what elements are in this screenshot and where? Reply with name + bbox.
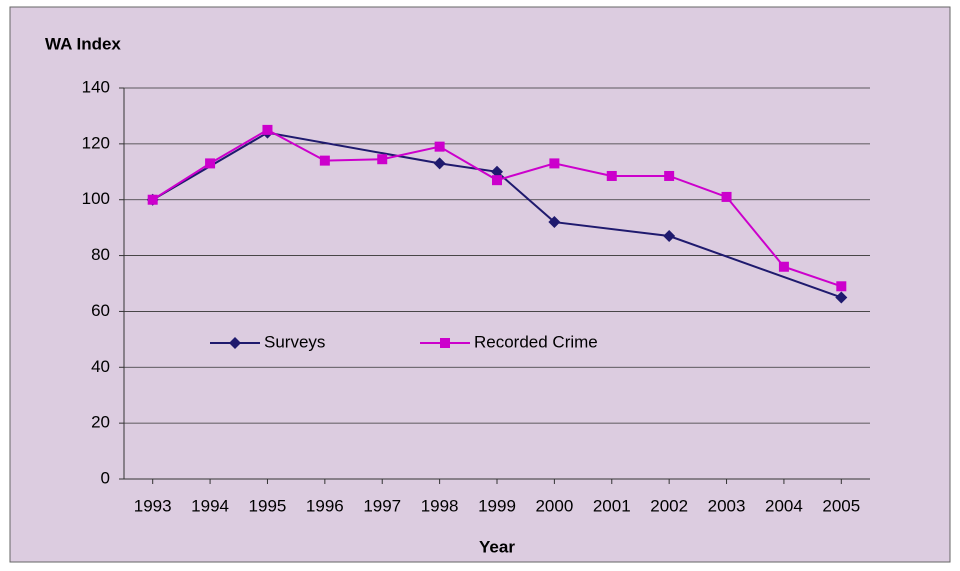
- y-tick-label: 60: [91, 301, 110, 320]
- y-tick-label: 80: [91, 245, 110, 264]
- legend-label: Surveys: [264, 332, 325, 351]
- x-tick-label: 2002: [650, 496, 688, 515]
- x-tick-label: 1999: [478, 496, 516, 515]
- marker: [262, 124, 273, 135]
- x-tick-label: 1998: [421, 496, 459, 515]
- y-tick-label: 20: [91, 413, 110, 432]
- marker: [491, 165, 503, 178]
- marker: [440, 338, 450, 348]
- legend-label: Recorded Crime: [474, 332, 598, 351]
- x-tick-label: 1993: [134, 496, 172, 515]
- marker: [836, 281, 847, 292]
- marker: [664, 170, 675, 181]
- marker: [205, 158, 216, 169]
- x-tick-label: 1994: [191, 496, 229, 515]
- marker: [147, 194, 158, 205]
- y-tick-label: 40: [91, 357, 110, 376]
- marker: [377, 154, 388, 165]
- marker: [434, 141, 445, 152]
- marker: [492, 175, 502, 186]
- marker: [229, 337, 241, 349]
- x-tick-label: 2004: [765, 496, 803, 515]
- x-tick-label: 2000: [535, 496, 573, 515]
- marker: [433, 157, 446, 170]
- chart-frame: [9, 6, 951, 563]
- marker: [663, 230, 676, 243]
- x-tick-label: 1996: [306, 496, 344, 515]
- marker: [778, 261, 789, 272]
- x-tick-label: 2001: [593, 496, 631, 515]
- x-axis-title: Year: [479, 537, 515, 556]
- x-tick-label: 1995: [249, 496, 287, 515]
- y-tick-label: 120: [82, 133, 110, 152]
- x-tick-label: 1997: [363, 496, 401, 515]
- marker: [835, 291, 848, 304]
- y-axis-title: WA Index: [45, 34, 121, 53]
- y-tick-label: 100: [82, 189, 110, 208]
- marker: [319, 155, 330, 166]
- x-tick-label: 2005: [822, 496, 860, 515]
- y-tick-label: 140: [82, 77, 110, 96]
- x-tick-label: 2003: [708, 496, 746, 515]
- y-tick-label: 0: [101, 468, 110, 487]
- marker: [549, 158, 560, 169]
- marker: [721, 191, 732, 202]
- marker: [606, 170, 617, 181]
- marker: [548, 216, 561, 229]
